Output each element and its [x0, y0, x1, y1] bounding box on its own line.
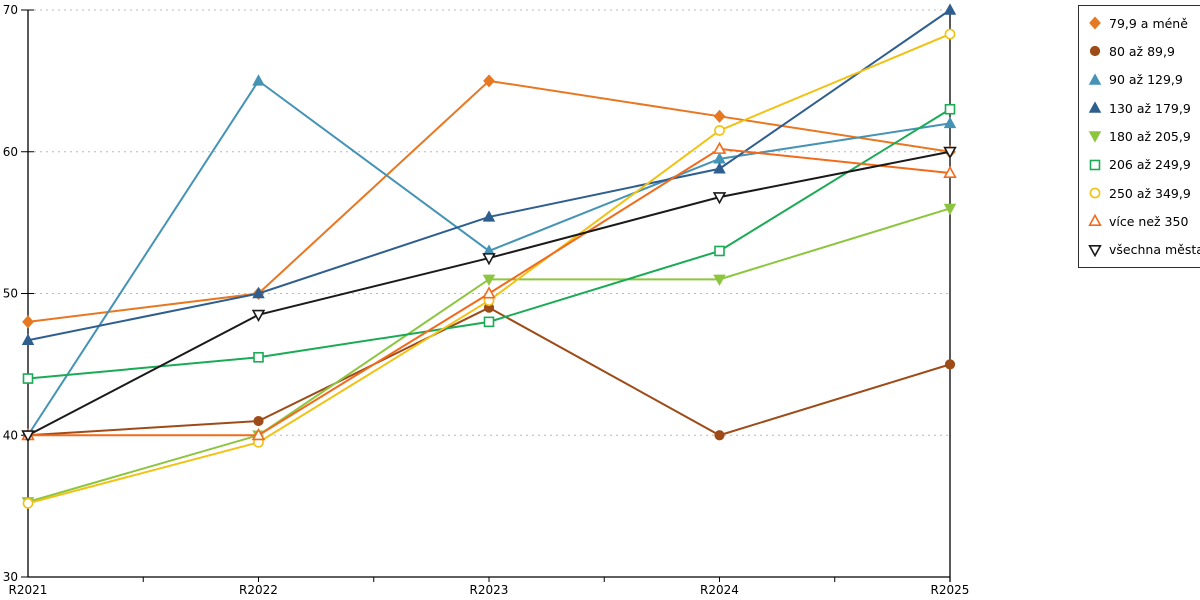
series-line: [27, 108, 951, 380]
square-hollow-icon: [1089, 159, 1101, 171]
legend-item: 90 až 129,9: [1088, 72, 1200, 87]
legend-item-label: 130 až 179,9: [1109, 100, 1191, 116]
y-axis-label: 30: [3, 570, 18, 584]
triangle-up-hollow-icon: [1088, 214, 1102, 227]
triangle-down-filled-marker: [713, 274, 726, 286]
x-axis-label: R2025: [931, 583, 970, 597]
circle-filled-marker: [714, 430, 725, 441]
x-axis-label: R2022: [239, 583, 278, 597]
circle-hollow-marker: [22, 497, 34, 509]
square-hollow-marker: [714, 245, 725, 257]
legend-item: 250 až 349,9: [1088, 186, 1200, 201]
circle-hollow-marker: [1089, 187, 1101, 199]
triangle-up-hollow-marker: [251, 427, 266, 441]
series-8: [21, 146, 957, 443]
triangle-up-filled-marker: [252, 286, 265, 299]
diamond-filled-marker: [483, 74, 495, 88]
triangle-down-hollow-icon: [1088, 244, 1102, 257]
diamond-filled-icon: [1089, 16, 1101, 30]
triangle-down-filled-icon: [1088, 131, 1102, 144]
series-5: [22, 103, 956, 384]
square-hollow-marker: [483, 316, 495, 328]
square-hollow-marker: [253, 351, 264, 363]
y-axis-label: 60: [3, 145, 18, 159]
circle-hollow-icon: [1089, 187, 1101, 199]
circle-filled-marker: [253, 415, 264, 427]
square-hollow-marker: [944, 103, 956, 115]
y-axis-label: 70: [3, 3, 18, 17]
legend-item: 180 až 205,9: [1088, 129, 1200, 144]
triangle-down-hollow-marker: [943, 146, 957, 160]
triangle-up-hollow-marker: [1088, 214, 1102, 227]
circle-filled-icon: [1089, 46, 1101, 57]
triangle-up-filled-marker: [482, 210, 496, 222]
triangle-down-filled-marker: [1088, 131, 1102, 144]
legend-item: všechna města: [1088, 242, 1200, 257]
square-hollow-marker: [1089, 159, 1101, 171]
y-axis-label: 40: [3, 428, 18, 442]
x-axis-label: R2021: [9, 583, 48, 597]
legend-item: více než 350: [1088, 214, 1200, 229]
triangle-up-filled-marker: [713, 162, 726, 174]
legend-item: 79,9 a méně: [1088, 16, 1200, 31]
triangle-down-hollow-marker: [1088, 244, 1102, 257]
triangle-up-filled-marker: [1088, 101, 1102, 113]
triangle-up-filled-marker: [943, 3, 957, 15]
legend: 79,9 a méně 80 až 89,9 90 až 129,9 130 až 1…: [1078, 5, 1200, 268]
circle-filled-marker: [944, 359, 956, 370]
legend-item-label: více než 350: [1109, 213, 1189, 229]
series-7: [21, 141, 957, 441]
diamond-filled-marker: [1089, 16, 1101, 30]
series-3: [21, 3, 957, 345]
circle-filled-marker: [1089, 46, 1101, 57]
circle-hollow-marker: [714, 125, 725, 136]
triangle-up-filled-icon: [1088, 73, 1102, 85]
triangle-down-hollow-marker: [21, 430, 35, 443]
legend-item: 130 až 179,9: [1088, 101, 1200, 116]
triangle-up-filled-marker: [252, 74, 265, 86]
diamond-filled-marker: [22, 315, 34, 329]
circle-hollow-marker: [944, 28, 956, 40]
triangle-down-hollow-marker: [482, 253, 496, 266]
legend-item-label: 79,9 a méně: [1109, 15, 1188, 31]
x-axis-label: R2024: [700, 583, 739, 597]
legend-item-label: 180 až 205,9: [1109, 128, 1191, 144]
triangle-down-hollow-marker: [251, 309, 266, 323]
triangle-down-filled-marker: [943, 203, 957, 216]
legend-item: 80 až 89,9: [1088, 44, 1200, 59]
triangle-up-filled-icon: [1088, 101, 1102, 113]
triangle-up-hollow-marker: [482, 286, 496, 299]
diamond-filled-marker: [713, 109, 726, 123]
legend-item-label: 90 až 129,9: [1109, 72, 1183, 88]
triangle-up-hollow-marker: [943, 165, 957, 179]
square-hollow-marker: [22, 373, 34, 384]
legend-item-label: všechna města: [1109, 242, 1200, 258]
triangle-up-hollow-marker: [712, 141, 727, 154]
triangle-up-filled-marker: [1088, 73, 1102, 85]
y-axis-label: 50: [3, 287, 18, 301]
legend-item-label: 206 až 249,9: [1109, 157, 1191, 173]
triangle-down-hollow-marker: [712, 192, 727, 205]
legend-item: 206 až 249,9: [1088, 157, 1200, 172]
triangle-down-filled-marker: [482, 274, 496, 286]
x-axis-label: R2023: [470, 583, 509, 597]
legend-item-label: 80 až 89,9: [1109, 43, 1175, 59]
legend-item-label: 250 až 349,9: [1109, 185, 1191, 201]
triangle-up-filled-marker: [21, 333, 35, 345]
triangle-up-filled-marker: [943, 116, 957, 129]
